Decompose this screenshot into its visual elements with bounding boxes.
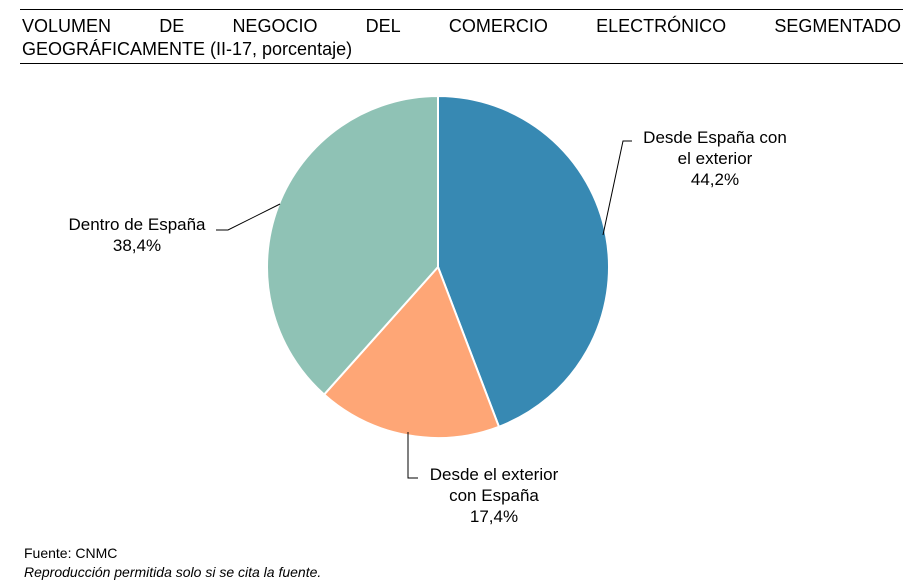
slice-value-label: 17,4% xyxy=(470,507,518,526)
pie-slice xyxy=(437,94,610,429)
chart-title: VOLUMEN DE NEGOCIO DEL COMERCIO ELECTRÓN… xyxy=(20,9,903,64)
pie-slices xyxy=(266,94,610,439)
title-word: SEGMENTADO xyxy=(774,16,901,36)
leader-line xyxy=(602,140,632,236)
title-word: VOLUMEN xyxy=(22,16,112,36)
title-line-2: GEOGRÁFICAMENTE (II-17, porcentaje) xyxy=(22,39,353,59)
slice-category-label: Dentro de España xyxy=(68,215,206,234)
title-word: NEGOCIO xyxy=(232,16,318,36)
slice-category-label: con España xyxy=(449,486,539,505)
source-note: Fuente: CNMC xyxy=(24,545,118,561)
slice-value-label: 44,2% xyxy=(691,170,739,189)
pie-slice xyxy=(266,94,439,396)
title-word: DE xyxy=(159,16,185,36)
slice-value-label: 38,4% xyxy=(113,236,161,255)
slice-category-label: el exterior xyxy=(678,149,753,168)
title-line-1: VOLUMEN DE NEGOCIO DEL COMERCIO ELECTRÓN… xyxy=(22,14,901,38)
leader-lines xyxy=(216,140,632,479)
slice-labels: Desde España con el exterior 44,2% Desde el… xyxy=(68,128,786,526)
leader-line xyxy=(407,432,418,479)
title-word: DEL xyxy=(365,16,401,36)
leader-line xyxy=(216,203,281,231)
reproduction-note: Reproducción permitida solo si se cita l… xyxy=(24,564,322,580)
slice-category-label: Desde el exterior xyxy=(430,465,559,484)
title-word: ELECTRÓNICO xyxy=(596,16,727,36)
title-word: COMERCIO xyxy=(448,16,548,36)
slice-category-label: Desde España con xyxy=(643,128,787,147)
pie-slice xyxy=(322,265,501,439)
